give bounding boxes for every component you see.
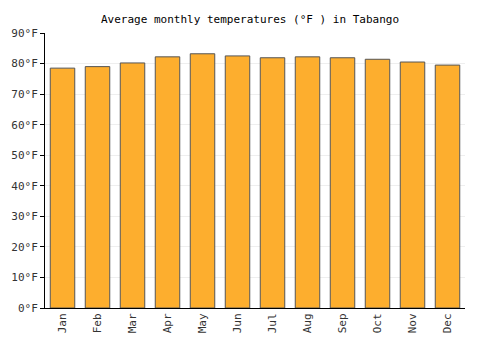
svg-text:20°F: 20°F: [11, 241, 38, 254]
svg-text:90°F: 90°F: [11, 27, 38, 40]
svg-text:Apr: Apr: [161, 313, 174, 333]
svg-text:10°F: 10°F: [11, 271, 38, 284]
svg-text:30°F: 30°F: [11, 210, 38, 223]
svg-text:Jan: Jan: [56, 313, 69, 333]
svg-text:Oct: Oct: [371, 313, 384, 333]
svg-text:Average monthly temperatures (: Average monthly temperatures (°F ) in Ta…: [101, 13, 399, 26]
svg-text:Aug: Aug: [301, 313, 314, 333]
svg-text:80°F: 80°F: [11, 57, 38, 70]
svg-text:Sep: Sep: [336, 313, 349, 333]
svg-text:Jul: Jul: [266, 313, 279, 333]
svg-text:Mar: Mar: [126, 313, 139, 333]
svg-text:60°F: 60°F: [11, 119, 38, 132]
svg-text:Jun: Jun: [231, 313, 244, 333]
svg-text:May: May: [196, 313, 209, 333]
svg-text:50°F: 50°F: [11, 149, 38, 162]
svg-text:0°F: 0°F: [18, 302, 38, 315]
svg-text:Feb: Feb: [91, 313, 104, 333]
svg-text:70°F: 70°F: [11, 88, 38, 101]
svg-text:40°F: 40°F: [11, 180, 38, 193]
svg-text:Nov: Nov: [406, 313, 419, 333]
svg-text:Dec: Dec: [441, 313, 454, 333]
